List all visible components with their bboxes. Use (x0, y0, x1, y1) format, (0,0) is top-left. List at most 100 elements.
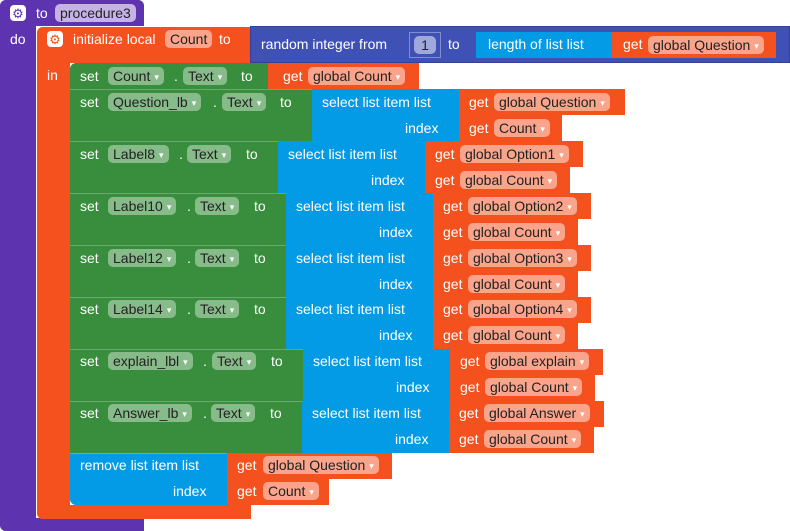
property-dropdown[interactable]: Text ▾ (195, 197, 240, 215)
variable-dropdown[interactable]: global Question ▾ (263, 456, 379, 474)
chevron-down-icon: ▾ (221, 150, 227, 160)
get-label: get (469, 120, 489, 136)
select-list-item-block[interactable] (312, 89, 460, 141)
index-label: index (173, 483, 207, 499)
variable-dropdown[interactable]: Count ▾ (494, 119, 550, 137)
get-label: get (443, 276, 463, 292)
initialize-local-block[interactable] (37, 27, 251, 63)
select-list-item-block[interactable] (302, 401, 450, 453)
chevron-down-icon: ▾ (217, 72, 223, 82)
get-label: get (443, 250, 463, 266)
set-component-block[interactable] (70, 63, 268, 89)
length-of-list-block[interactable] (476, 32, 613, 58)
set-component-block[interactable] (70, 297, 287, 349)
chevron-down-icon: ▾ (166, 254, 172, 264)
random-from-number-field[interactable]: 1 (414, 36, 436, 54)
variable-dropdown[interactable]: global Question ▾ (494, 93, 610, 111)
property-dropdown[interactable]: Text ▾ (211, 404, 256, 422)
variable-dropdown[interactable]: global Count ▾ (308, 67, 406, 85)
get-label: get (459, 431, 479, 447)
variable-dropdown[interactable]: global Count ▾ (460, 171, 558, 189)
component-dropdown[interactable]: Question_lb ▾ (108, 93, 202, 111)
chevron-down-icon: ▾ (309, 487, 314, 497)
chevron-down-icon: ▾ (256, 98, 262, 108)
set-component-block[interactable] (70, 193, 287, 245)
select-list-item-block[interactable] (286, 193, 434, 245)
initialize-in-label: in (47, 67, 58, 83)
select-list-item-block[interactable] (303, 349, 451, 401)
get-label: get (443, 224, 463, 240)
local-variable-name-field[interactable]: Count (165, 30, 213, 48)
variable-dropdown[interactable]: global Option1 ▾ (460, 145, 569, 163)
to-label: to (241, 68, 253, 84)
chevron-down-icon: ▾ (567, 254, 572, 264)
property-dropdown[interactable]: Text ▾ (212, 352, 257, 370)
select-list-item-label: select list item list (322, 94, 431, 110)
variable-dropdown[interactable]: global Option3 ▾ (468, 249, 577, 267)
variable-dropdown[interactable]: global Answer ▾ (484, 404, 590, 422)
chevron-down-icon: ▾ (559, 150, 564, 160)
chevron-down-icon: ▾ (567, 202, 572, 212)
dot-label: . (213, 94, 217, 110)
component-dropdown[interactable]: Count ▾ (108, 67, 164, 85)
property-dropdown[interactable]: Text ▾ (195, 249, 240, 267)
to-label: to (280, 94, 292, 110)
index-label: index (371, 172, 405, 188)
property-dropdown[interactable]: Text ▾ (222, 93, 267, 111)
property-dropdown[interactable]: Text ▾ (183, 67, 228, 85)
index-label: index (379, 224, 413, 240)
variable-dropdown[interactable]: global explain ▾ (485, 352, 590, 370)
to-label: to (254, 301, 266, 317)
component-dropdown[interactable]: Answer_lb ▾ (108, 404, 192, 422)
variable-dropdown[interactable]: global Count ▾ (484, 430, 582, 448)
variable-dropdown[interactable]: Count ▾ (263, 482, 319, 500)
variable-dropdown[interactable]: global Option4 ▾ (468, 300, 577, 318)
set-label: set (80, 94, 99, 110)
dot-label: . (179, 146, 183, 162)
chevron-down-icon: ▾ (540, 124, 545, 134)
dot-label: . (187, 301, 191, 317)
select-list-item-block[interactable] (278, 141, 426, 193)
property-dropdown[interactable]: Text ▾ (195, 300, 240, 318)
gear-icon[interactable]: ⚙ (47, 31, 63, 47)
set-component-block[interactable] (70, 245, 287, 297)
initialize-local-label: initialize local (73, 31, 156, 47)
chevron-down-icon: ▾ (571, 435, 577, 445)
chevron-down-icon: ▾ (547, 176, 553, 186)
get-label: get (237, 457, 257, 473)
procedure-to-label: to (36, 5, 48, 21)
chevron-down-icon: ▾ (154, 72, 159, 82)
chevron-down-icon: ▾ (579, 357, 585, 367)
chevron-down-icon: ▾ (555, 280, 561, 290)
procedure-do-label: do (10, 31, 26, 47)
component-dropdown[interactable]: explain_lbl ▾ (108, 352, 193, 370)
to-label: to (246, 146, 258, 162)
select-list-item-block[interactable] (286, 297, 434, 349)
procedure-name-field[interactable]: procedure3 (55, 4, 136, 22)
variable-dropdown[interactable]: global Option2 ▾ (468, 197, 577, 215)
component-dropdown[interactable]: Label8 ▾ (108, 145, 169, 163)
remove-list-item-block[interactable] (70, 453, 228, 505)
set-component-block[interactable] (70, 141, 279, 193)
variable-dropdown[interactable]: global Count ▾ (468, 326, 566, 344)
set-label: set (80, 405, 99, 421)
chevron-down-icon: ▾ (191, 98, 197, 108)
to-label: to (271, 353, 283, 369)
chevron-down-icon: ▾ (229, 305, 235, 315)
set-label: set (80, 146, 99, 162)
variable-dropdown[interactable]: global Count ▾ (468, 223, 566, 241)
component-dropdown[interactable]: Label14 ▾ (108, 300, 177, 318)
variable-dropdown[interactable]: global Count ▾ (485, 378, 583, 396)
select-list-item-block[interactable] (286, 245, 434, 297)
get-label: get (460, 379, 480, 395)
dot-label: . (174, 68, 178, 84)
variable-dropdown[interactable]: global Count ▾ (468, 275, 566, 293)
property-dropdown[interactable]: Text ▾ (187, 145, 232, 163)
component-dropdown[interactable]: Label10 ▾ (108, 197, 177, 215)
gear-icon[interactable]: ⚙ (10, 5, 26, 21)
variable-dropdown[interactable]: global Question ▾ (648, 36, 764, 54)
random-integer-label: random integer from (261, 36, 388, 52)
to-label: to (254, 198, 266, 214)
component-dropdown[interactable]: Label12 ▾ (108, 249, 177, 267)
set-label: set (80, 198, 99, 214)
